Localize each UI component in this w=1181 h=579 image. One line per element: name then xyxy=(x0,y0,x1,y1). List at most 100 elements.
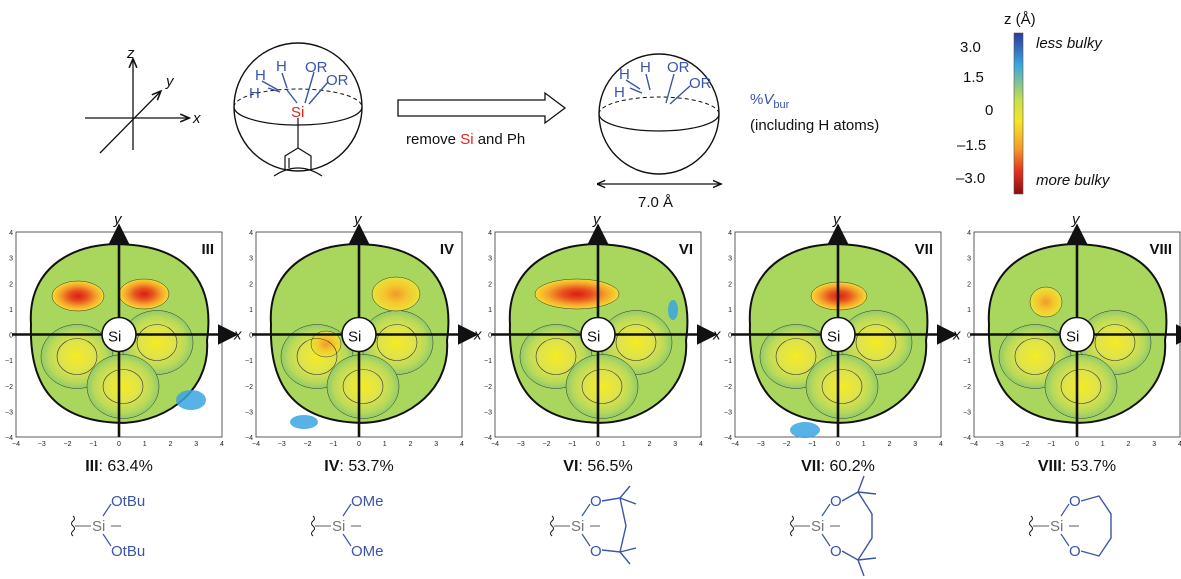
y-tick-label: −1 xyxy=(5,358,13,365)
structure-vi: Si O O xyxy=(550,485,637,565)
bulk-lobe xyxy=(805,354,879,419)
si-center-label: Si xyxy=(108,329,121,346)
high-bulk-region xyxy=(534,278,620,310)
map-id-label: IV xyxy=(440,241,454,258)
y-tick-label: 1 xyxy=(9,307,13,314)
map-x-label: x xyxy=(952,327,961,344)
x-tick-label: −4 xyxy=(731,441,739,448)
or-label: OR xyxy=(689,75,712,92)
y-tick-label: 4 xyxy=(249,230,253,237)
x-tick-label: 2 xyxy=(169,441,173,448)
y-tick-label: 1 xyxy=(249,307,253,314)
structure-si-label: Si xyxy=(332,518,345,535)
structure-si-label: Si xyxy=(811,518,824,535)
x-tick-label: 0 xyxy=(596,441,600,448)
y-tick-label: 4 xyxy=(967,230,971,237)
h-label: H xyxy=(640,59,651,76)
structure-si-label: Si xyxy=(1050,518,1063,535)
dimension-label: 7.0 Å xyxy=(638,194,673,211)
bulk-lobe xyxy=(86,354,160,419)
y-tick-label: −3 xyxy=(484,409,492,416)
substituent-label: OtBu xyxy=(111,493,145,510)
process-arrow: remove Si and Ph xyxy=(397,91,567,148)
colorbar-tick: –1.5 xyxy=(957,137,986,154)
medium-bulk-region xyxy=(1029,286,1063,318)
map-y-label: y xyxy=(1071,211,1081,228)
contour-line xyxy=(56,338,98,375)
colorbar-tick: 3.0 xyxy=(960,39,981,56)
structures: Si OtBu OtBu Si OMe OMe Si O O Si O O Si O O xyxy=(71,475,1112,577)
bulk-lobe xyxy=(326,354,400,419)
x-tick-label: −1 xyxy=(1047,441,1055,448)
steric-map-vi: x y Si VI −4 −3 −2 −1 0 1 2 3 4 4 3 2 1 0 −1 −2 −3 −4 VI: 56.5… xyxy=(484,211,721,475)
map-y-label: y xyxy=(113,211,123,228)
x-tick-label: −3 xyxy=(38,441,46,448)
ring-backbone xyxy=(601,485,637,565)
map-x-label: x xyxy=(233,327,242,344)
bulk-lobe xyxy=(565,354,639,419)
y-tick-label: −4 xyxy=(245,435,253,442)
steric-map-vii: x y Si VII −4 −3 −2 −1 0 1 2 3 4 4 3 2 1 0 −1 −2 −3 −4 VII: 60… xyxy=(724,211,961,475)
x-tick-label: 0 xyxy=(357,441,361,448)
sphere-without-si: H H H OR OR 7.0 Å xyxy=(598,53,720,211)
map-id-label: III xyxy=(201,241,214,258)
structure-si-label: Si xyxy=(571,518,584,535)
y-tick-label: 3 xyxy=(728,256,732,263)
x-tick-label: −1 xyxy=(329,441,337,448)
medium-bulk-region xyxy=(371,276,421,312)
substituent-label: O xyxy=(590,543,602,560)
x-tick-label: −1 xyxy=(89,441,97,448)
x-tick-label: 2 xyxy=(648,441,652,448)
x-tick-label: 1 xyxy=(143,441,147,448)
y-tick-label: −1 xyxy=(963,358,971,365)
attachment-bond xyxy=(1029,515,1033,537)
x-tick-label: −2 xyxy=(304,441,312,448)
x-tick-label: −3 xyxy=(996,441,1004,448)
contour-line xyxy=(1094,324,1136,361)
y-tick-label: −2 xyxy=(245,384,253,391)
x-tick-label: 4 xyxy=(220,441,224,448)
si-atom-label: Si xyxy=(291,104,304,121)
x-tick-label: 4 xyxy=(1178,441,1181,448)
y-tick-label: 2 xyxy=(967,281,971,288)
x-tick-label: −3 xyxy=(278,441,286,448)
steric-maps: x y Si III −4 −3 −2 −1 0 1 2 3 4 4 3 2 1 0 −1 −2 −3 −4 III: 63… xyxy=(5,211,1181,475)
map-x-label: x xyxy=(712,327,721,344)
y-tick-label: −3 xyxy=(724,409,732,416)
si-center-marker xyxy=(101,316,137,353)
map-id-label: VIII xyxy=(1149,241,1172,258)
vbur-note: (including H atoms) xyxy=(750,117,879,134)
structure-viii: Si O O xyxy=(1029,493,1112,560)
structure-iv: Si OMe OMe xyxy=(311,493,384,560)
vbur-caption: VIII: 53.7% xyxy=(1038,458,1116,475)
low-bulk-region xyxy=(176,390,206,410)
y-tick-label: 4 xyxy=(728,230,732,237)
y-tick-label: −4 xyxy=(484,435,492,442)
bulk-lobe xyxy=(1044,354,1118,419)
x-tick-label: 3 xyxy=(673,441,677,448)
coordinate-axes: z y x xyxy=(85,45,201,154)
x-tick-label: −4 xyxy=(252,441,260,448)
axis-y-label: y xyxy=(165,73,175,90)
si-center-marker xyxy=(341,316,377,353)
y-tick-label: 3 xyxy=(967,256,971,263)
x-tick-label: −4 xyxy=(491,441,499,448)
high-bulk-region xyxy=(51,280,105,312)
y-tick-label: 2 xyxy=(488,281,492,288)
process-label: remove Si and Ph xyxy=(406,131,525,148)
substituent-label: O xyxy=(1069,543,1081,560)
si-center-label: Si xyxy=(587,329,600,346)
colorbar-tick: 1.5 xyxy=(963,69,984,86)
x-tick-label: 3 xyxy=(913,441,917,448)
colorbar: z (Å) 3.0 1.5 0 –1.5 –3.0 less bulky mor… xyxy=(956,11,1111,195)
x-tick-label: 3 xyxy=(1152,441,1156,448)
attachment-bond xyxy=(550,515,554,537)
y-tick-label: 2 xyxy=(9,281,13,288)
x-tick-label: −4 xyxy=(970,441,978,448)
substituent-label: O xyxy=(830,493,842,510)
or-label: OR xyxy=(305,59,328,76)
low-bulk-region xyxy=(668,300,678,320)
x-tick-label: 1 xyxy=(383,441,387,448)
x-tick-label: 2 xyxy=(409,441,413,448)
svg-text:%Vbur: %Vbur xyxy=(750,91,790,111)
